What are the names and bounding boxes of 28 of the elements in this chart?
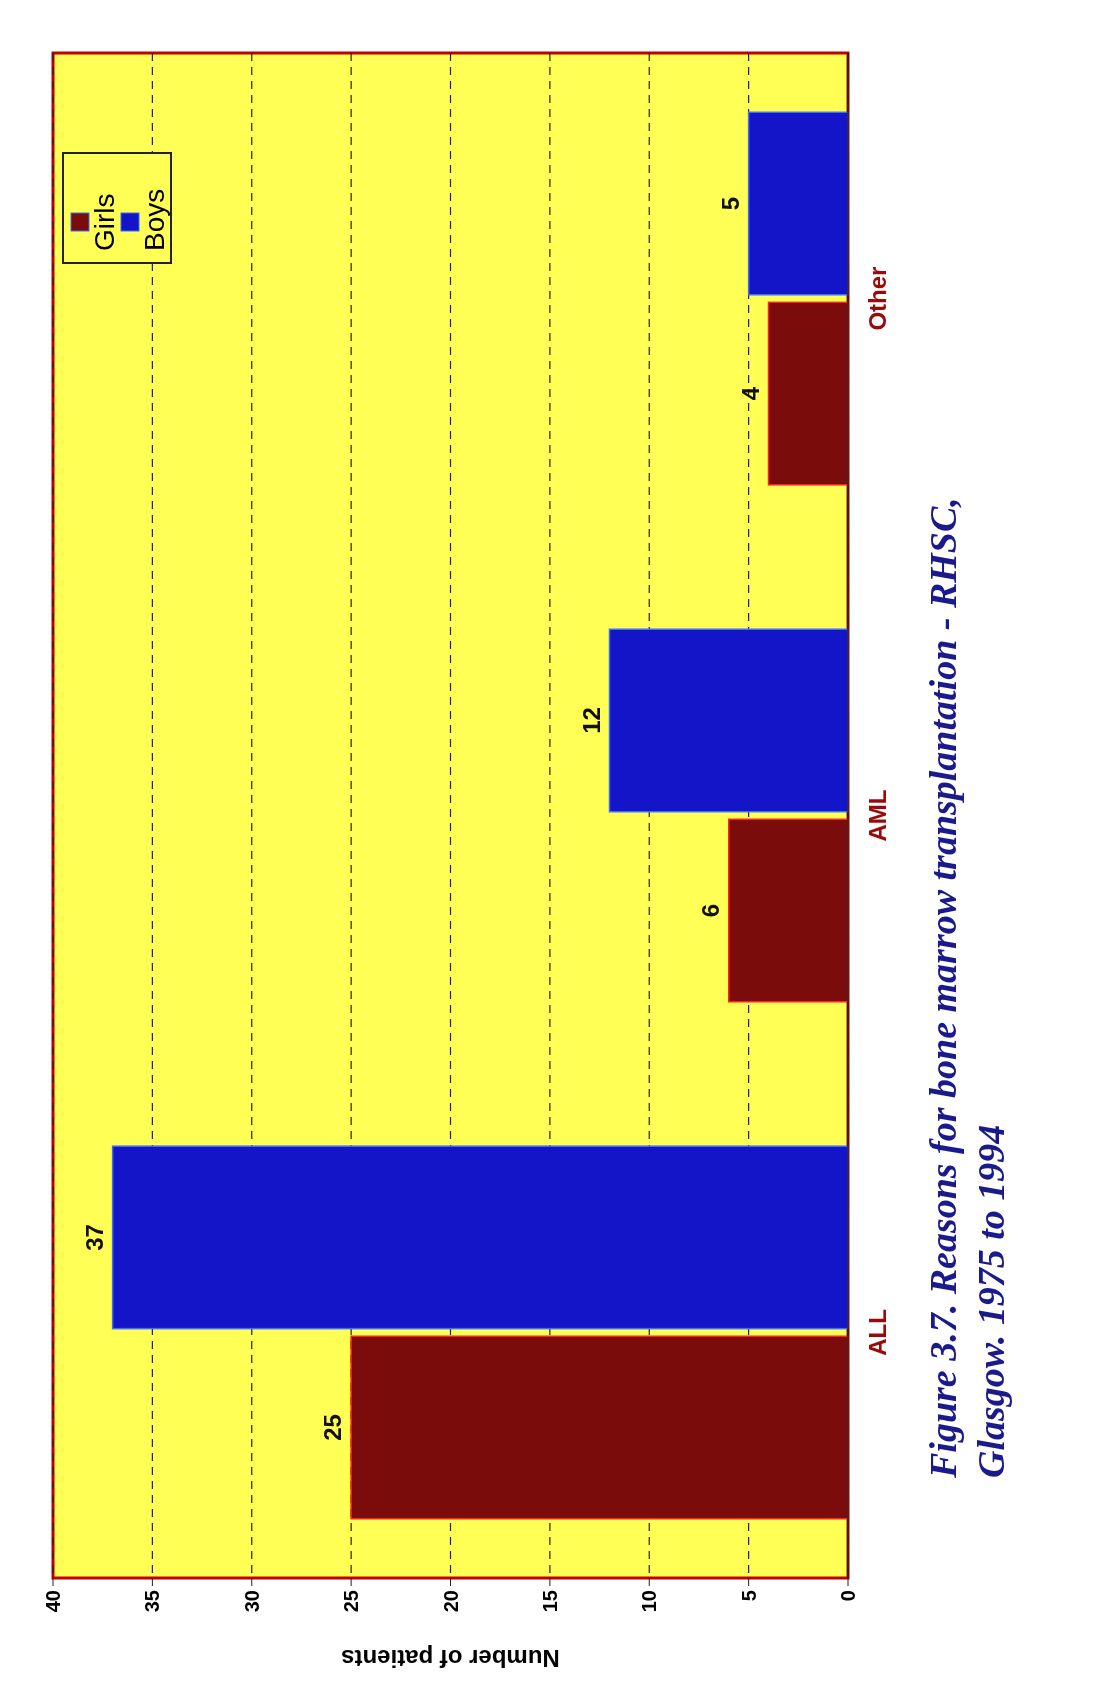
data-label: 5 — [716, 196, 744, 211]
y-tick-label: AML — [864, 789, 892, 842]
x-tick-label: 35 — [141, 1590, 164, 1613]
x-tick-label: 20 — [439, 1590, 462, 1613]
x-tick-label: 15 — [538, 1590, 561, 1613]
data-label: 12 — [577, 707, 605, 734]
x-tick-label: 30 — [240, 1590, 263, 1613]
data-label: 37 — [80, 1224, 108, 1251]
bar — [728, 818, 849, 1003]
data-label: 4 — [736, 386, 764, 401]
data-label: 6 — [696, 903, 724, 918]
data-label: 25 — [319, 1414, 347, 1441]
legend-label: Boys — [138, 188, 170, 251]
bar — [747, 111, 849, 296]
x-axis-title: Number of patients — [341, 1644, 560, 1672]
y-tick-label: Other — [864, 266, 892, 331]
x-tick-label: 40 — [42, 1590, 64, 1613]
bar — [767, 301, 849, 486]
bar — [350, 1335, 849, 1520]
text: Figure 3.7. Reasons for bone marrow transplantation - RHSC, Glasgow. 1975 to 1994 — [922, 497, 1013, 1479]
legend-label: Girls — [88, 193, 120, 251]
x-tick-label: 10 — [638, 1590, 661, 1613]
x-tick-label: 5 — [737, 1590, 760, 1602]
bar — [111, 1145, 849, 1330]
y-tick-label: ALL — [864, 1309, 892, 1356]
x-tick-label: 25 — [340, 1590, 363, 1613]
bar — [608, 628, 849, 813]
x-tick-label: 0 — [837, 1590, 859, 1602]
